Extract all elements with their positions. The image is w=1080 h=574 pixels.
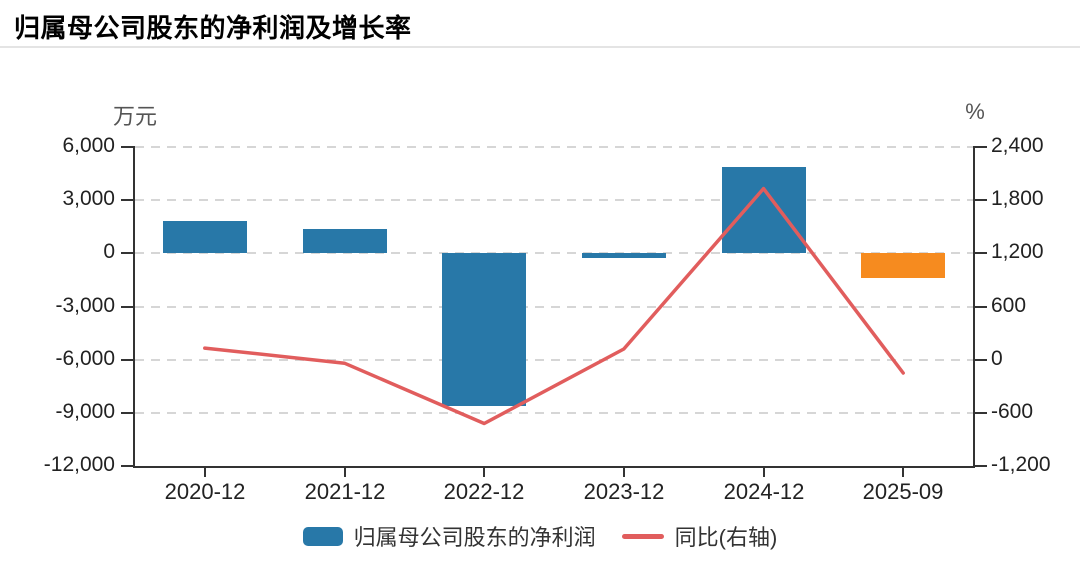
x-axis-tick	[763, 468, 765, 477]
y-axis-tick-left	[121, 146, 135, 148]
y-axis-label-right: 1,200	[991, 240, 1044, 264]
y-axis-label-right: 0	[991, 346, 1003, 370]
y-axis-tick-left	[121, 411, 135, 414]
gridline	[135, 146, 973, 148]
y-axis-label-left: 0	[103, 240, 115, 264]
x-axis-label: 2024-12	[723, 479, 805, 504]
y-axis-label-left: -6,000	[55, 346, 115, 370]
y-axis-label-left: -9,000	[55, 399, 115, 423]
x-axis-tick	[344, 468, 346, 477]
y-axis-tick-right	[973, 305, 987, 308]
x-axis-label: 2023-12	[583, 479, 665, 504]
y-axis-tick-left	[121, 199, 135, 202]
y-axis-tick-right	[973, 465, 987, 467]
gridline	[135, 199, 973, 202]
bar-2022-12	[442, 253, 526, 406]
y-axis-label-right: -600	[991, 399, 1034, 423]
y-axis-tick-left	[121, 465, 135, 467]
y-axis-label-left: 3,000	[62, 187, 115, 211]
y-axis-label-left: 6,000	[62, 134, 115, 157]
legend-item-net-profit[interactable]: 归属母公司股东的净利润	[302, 520, 596, 552]
gridline	[135, 252, 973, 255]
gridline	[135, 305, 973, 308]
x-axis-label: 2020-12	[164, 479, 246, 504]
y-axis-tick-left	[121, 252, 135, 255]
legend-label-yoy: 同比(右轴)	[674, 525, 778, 550]
y-axis-line-right	[973, 147, 975, 466]
bar-series-swatch	[302, 526, 343, 546]
legend: 归属母公司股东的净利润 同比(右轴)	[0, 518, 1080, 554]
bar-2023-12	[582, 253, 666, 259]
bar-2025-09	[861, 253, 945, 279]
x-axis-tick	[902, 468, 904, 477]
gridline	[135, 358, 973, 361]
x-axis-line	[133, 466, 975, 468]
x-axis-tick	[483, 468, 485, 477]
y-axis-label-left: -3,000	[55, 293, 115, 317]
y-axis-label-right: 600	[991, 293, 1027, 317]
y-axis-tick-left	[121, 358, 135, 361]
legend-item-yoy[interactable]: 同比(右轴)	[621, 520, 778, 552]
legend-label-net-profit: 归属母公司股东的净利润	[353, 525, 596, 550]
y-axis-tick-right	[973, 199, 987, 202]
y-axis-label-right: 1,800	[991, 187, 1044, 211]
bar-2021-12	[303, 229, 387, 254]
y-axis-label-right: -1,200	[991, 453, 1051, 476]
line-series-path	[203, 186, 905, 426]
x-axis-label: 2021-12	[304, 479, 386, 504]
bar-2020-12	[163, 221, 247, 254]
x-axis-tick	[623, 468, 625, 477]
x-axis-tick	[204, 468, 206, 477]
gridline	[135, 411, 973, 414]
bar-2024-12	[722, 167, 806, 254]
right-axis-unit-label: %	[965, 99, 985, 124]
line-series-yoy	[203, 186, 905, 426]
y-axis-tick-right	[973, 411, 987, 414]
y-axis-label-right: 2,400	[991, 134, 1044, 157]
x-axis-label: 2022-12	[443, 479, 525, 504]
y-axis-tick-left	[121, 305, 135, 308]
title-divider	[0, 46, 1080, 48]
line-series-swatch	[621, 533, 664, 539]
y-axis-tick-right	[973, 252, 987, 255]
y-axis-label-left: -12,000	[43, 453, 115, 476]
chart-title: 归属母公司股东的净利润及增长率	[14, 13, 412, 43]
y-axis-line-left	[133, 147, 135, 466]
y-axis-tick-right	[973, 146, 987, 148]
left-axis-unit-label: 万元	[112, 104, 157, 129]
x-axis-label: 2025-09	[862, 479, 944, 504]
y-axis-tick-right	[973, 358, 987, 361]
